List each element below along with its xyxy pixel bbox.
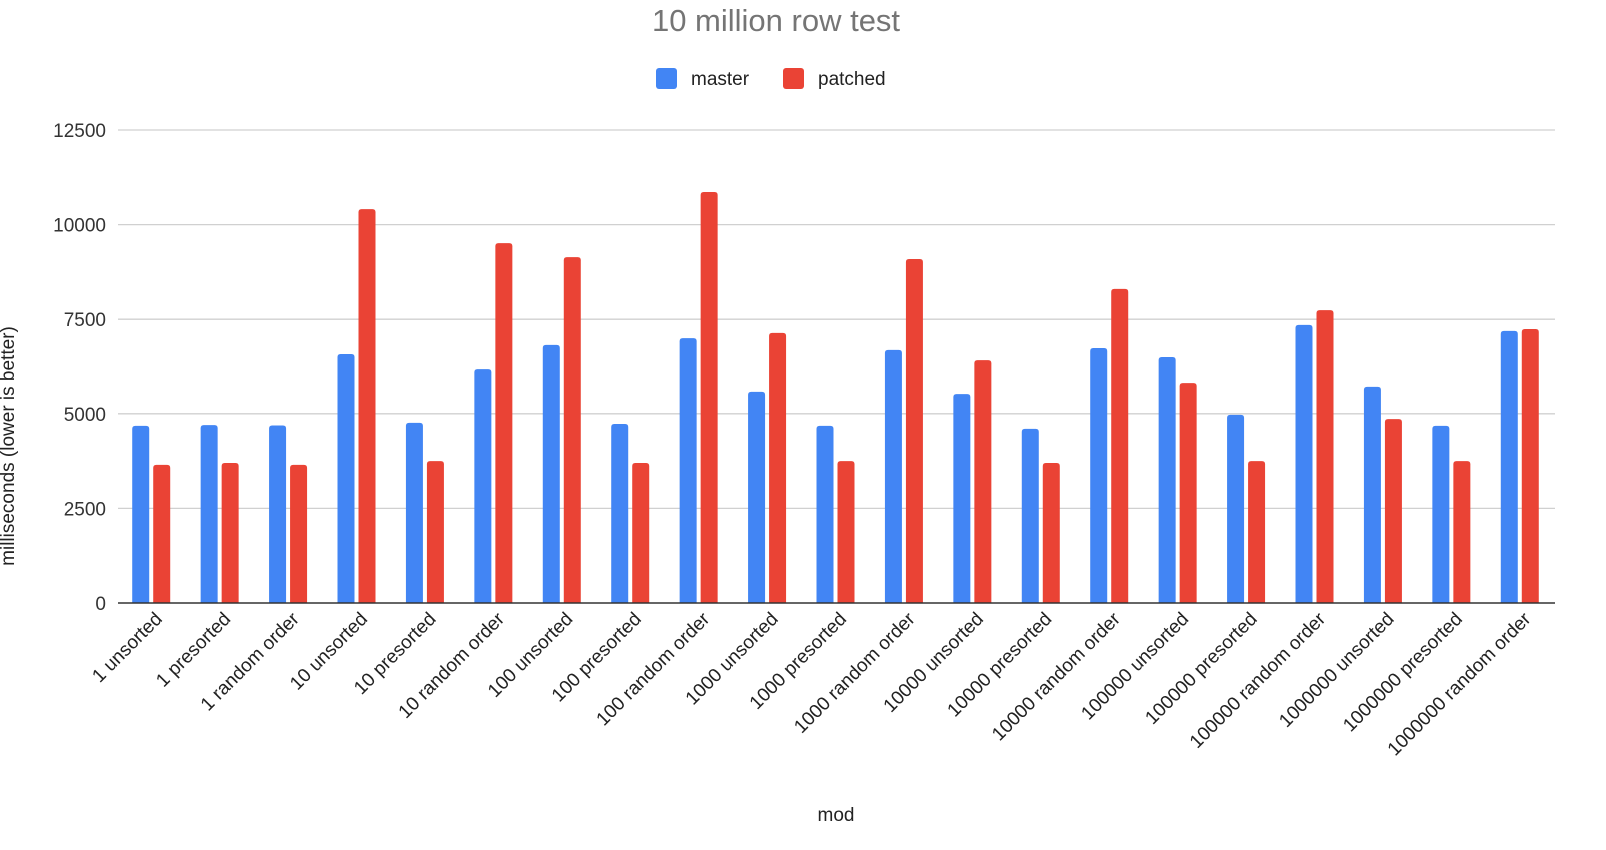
bar-patched — [1316, 310, 1334, 603]
bar-patched — [495, 243, 513, 603]
bar-patched — [1179, 383, 1197, 603]
bar-patched — [1042, 462, 1060, 603]
bar-patched — [974, 360, 992, 603]
bar-master — [884, 349, 902, 603]
y-tick-label: 0 — [95, 594, 106, 615]
bar-patched — [1248, 461, 1266, 603]
y-tick-label: 10000 — [53, 216, 106, 237]
bar-patched — [426, 461, 444, 603]
bar-patched — [905, 259, 923, 603]
bar-master — [1227, 414, 1245, 603]
bar-master — [1021, 428, 1039, 603]
y-tick-label: 2500 — [64, 499, 106, 520]
bar-master — [269, 425, 287, 603]
bar-master — [542, 344, 560, 603]
bars — [132, 192, 1539, 603]
y-axis-title: milliseconds (lower is better) — [0, 326, 19, 566]
legend: master patched — [656, 68, 886, 90]
bar-master — [132, 425, 150, 603]
bar-patched — [1453, 461, 1471, 603]
bar-master — [474, 369, 492, 603]
bar-master — [953, 394, 971, 603]
x-tick-label: 100000 random order — [1186, 608, 1331, 753]
legend-label-patched: patched — [818, 69, 886, 90]
bar-master — [200, 425, 218, 603]
bar-patched — [1111, 288, 1129, 603]
y-tick-label: 7500 — [64, 310, 106, 331]
x-tick-label: 1000 random order — [790, 608, 920, 738]
bar-master — [1500, 330, 1518, 603]
bar-patched — [632, 462, 650, 603]
y-tick-label: 12500 — [53, 121, 106, 142]
y-axis-ticks: 0 2500 5000 7500 10000 12500 — [53, 121, 106, 615]
bar-patched — [1521, 329, 1539, 603]
bar-master — [1158, 357, 1176, 603]
bar-patched — [358, 209, 376, 603]
bar-patched — [1384, 419, 1402, 603]
legend-swatch-master — [656, 68, 677, 89]
bar-patched — [769, 332, 787, 603]
bar-patched — [221, 462, 239, 603]
gridlines — [118, 129, 1555, 510]
bar-patched — [290, 464, 308, 603]
bar-master — [1432, 425, 1450, 603]
bar-master — [679, 338, 697, 603]
legend-swatch-patched — [783, 68, 804, 89]
bar-patched — [837, 461, 855, 603]
bar-patched — [700, 192, 718, 603]
bar-master — [405, 422, 423, 603]
x-tick-label: 10000 random order — [988, 608, 1125, 745]
bar-patched — [563, 257, 581, 603]
chart-title: 10 million row test — [652, 3, 900, 38]
x-tick-label: 1000000 presorted — [1339, 609, 1467, 737]
x-axis-title: mod — [818, 805, 855, 826]
y-tick-label: 5000 — [64, 405, 106, 426]
x-tick-label: 1000000 random order — [1384, 608, 1536, 760]
bar-master — [611, 424, 629, 603]
bar-master — [1090, 347, 1108, 603]
bar-master — [1295, 324, 1313, 603]
bar-master — [1363, 386, 1381, 603]
x-tick-label: 1000000 unsorted — [1275, 609, 1398, 732]
bar-master — [748, 391, 766, 603]
bar-master — [816, 425, 834, 603]
bar-master — [337, 354, 355, 603]
legend-label-master: master — [691, 69, 750, 90]
bar-patched — [153, 464, 171, 603]
x-tick-label: 100 random order — [593, 608, 715, 730]
